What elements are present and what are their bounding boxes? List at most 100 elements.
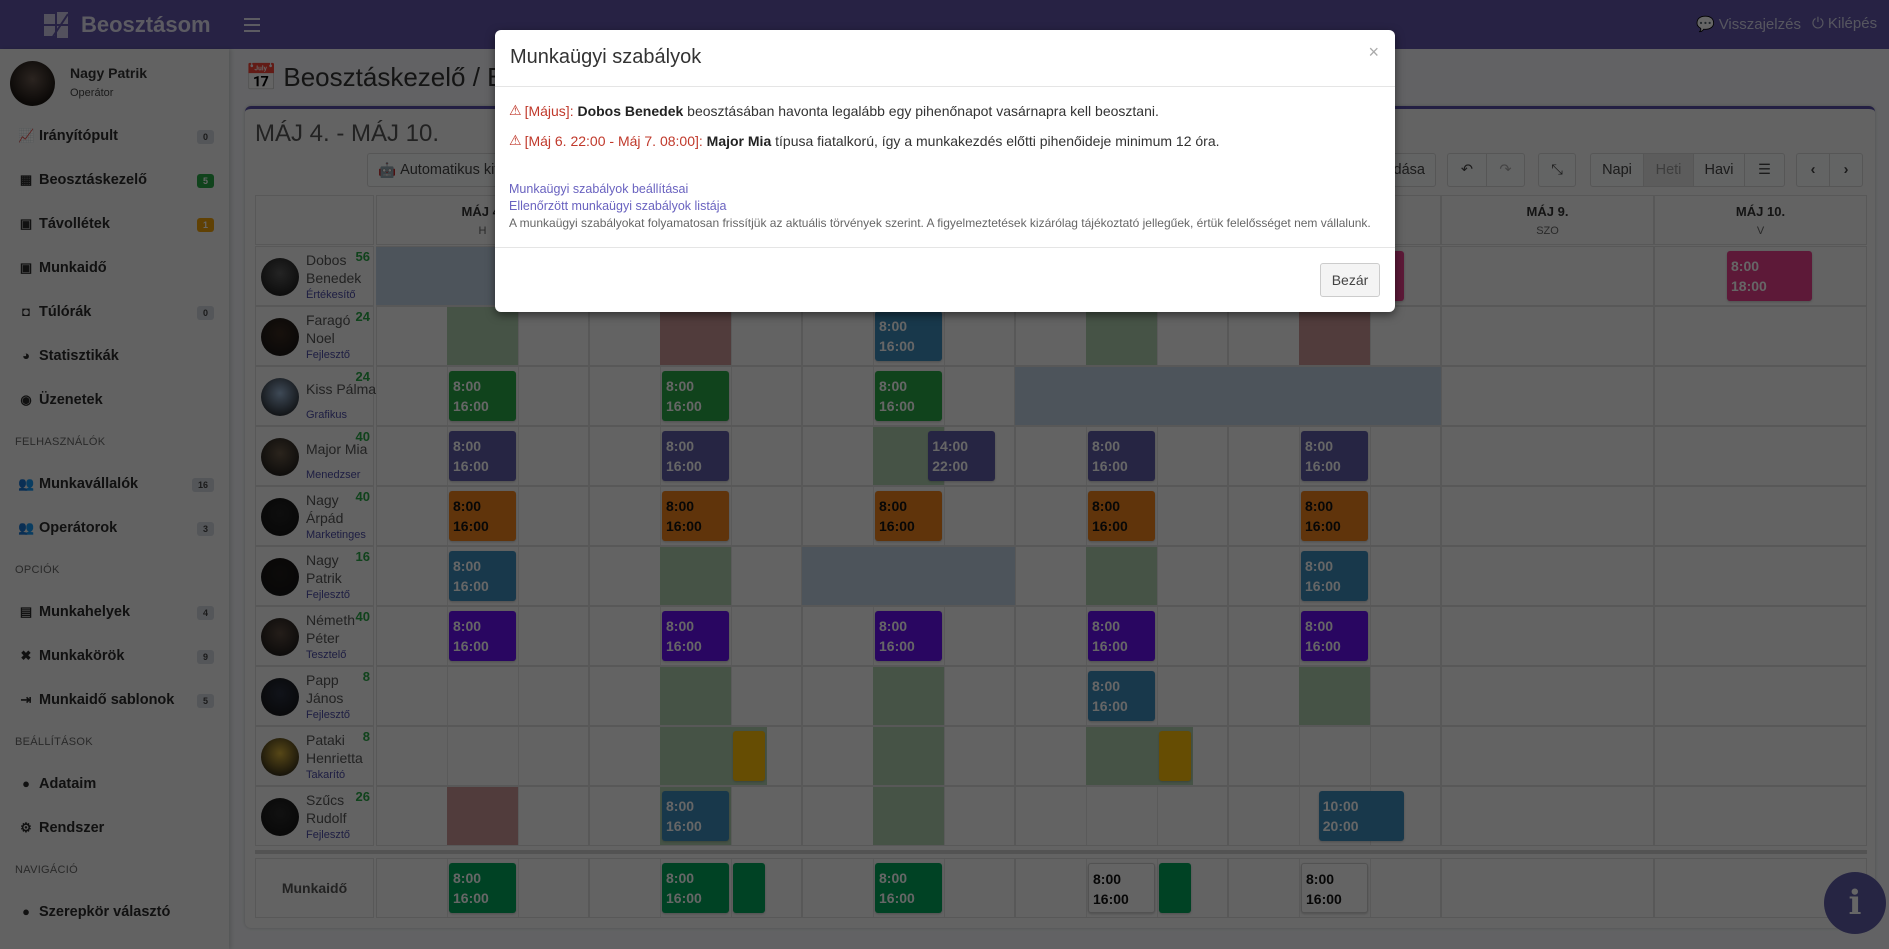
next-week-button[interactable]: › bbox=[1829, 153, 1863, 187]
shift-block[interactable]: 8:00 16:00 bbox=[875, 863, 942, 913]
user-panel[interactable]: Nagy Patrik Operátor bbox=[10, 61, 147, 106]
employee-cell[interactable]: Major Mia 40 Menedzser bbox=[255, 426, 374, 486]
shift-block[interactable]: 8:00 16:00 bbox=[662, 491, 729, 541]
view-daily-button[interactable]: Napi bbox=[1590, 153, 1644, 187]
day-cell[interactable] bbox=[1441, 546, 1654, 606]
shift-block[interactable]: 10:00 20:00 bbox=[1318, 791, 1404, 841]
employee-cell[interactable]: Szűcs Rudolf 26 Fejlesztő bbox=[255, 786, 374, 846]
day-cell[interactable] bbox=[1654, 546, 1867, 606]
view-weekly-button[interactable]: Heti bbox=[1643, 153, 1694, 187]
shift-block[interactable] bbox=[1159, 863, 1191, 913]
shift-block[interactable] bbox=[1159, 731, 1191, 781]
shift-block[interactable]: 8:00 16:00 bbox=[1088, 611, 1155, 661]
sidebar-item-operatorok[interactable]: 👥 Operátorok 3 bbox=[0, 506, 229, 550]
sidebar-item-munkahelyek[interactable]: ▤ Munkahelyek 4 bbox=[0, 590, 229, 634]
shift-block[interactable]: 14:00 22:00 bbox=[928, 431, 996, 481]
shift-block[interactable] bbox=[733, 731, 765, 781]
employee-cell[interactable]: Nagy Patrik 16 Fejlesztő bbox=[255, 546, 374, 606]
employee-cell[interactable]: Pataki Henrietta 8 Takarító bbox=[255, 726, 374, 786]
compress-button[interactable]: ⤡ bbox=[1538, 153, 1576, 187]
sidebar-item-munkavallalok[interactable]: 👥 Munkavállalók 16 bbox=[0, 462, 229, 506]
shift-block[interactable]: 8:00 16:00 bbox=[449, 863, 516, 913]
shift-block[interactable]: 8:00 16:00 bbox=[662, 863, 729, 913]
day-cell[interactable] bbox=[1441, 606, 1654, 666]
shift-block[interactable]: 8:00 16:00 bbox=[449, 611, 516, 661]
day-cell[interactable] bbox=[1441, 306, 1654, 366]
feedback-link[interactable]: 💬 Visszajelzés bbox=[1696, 15, 1801, 34]
day-cell[interactable] bbox=[1441, 858, 1654, 918]
employee-cell[interactable]: Kiss Pálma 24 Grafikus bbox=[255, 366, 376, 426]
close-button[interactable]: Bezár bbox=[1320, 263, 1380, 297]
info-button[interactable]: i bbox=[1824, 872, 1886, 934]
employee-cell[interactable]: Németh Péter 40 Tesztelő bbox=[255, 606, 374, 666]
shift-block[interactable]: 8:00 16:00 bbox=[1301, 491, 1368, 541]
shift-block[interactable]: 8:00 16:00 bbox=[875, 311, 942, 361]
shift-block[interactable]: 8:00 16:00 bbox=[1088, 671, 1155, 721]
sidebar-item-iranyitopult[interactable]: 📈 Irányítópult 0 bbox=[0, 114, 229, 158]
sidebar-item-tavolletek[interactable]: ▣ Távollétek 1 bbox=[0, 202, 229, 246]
shift-block[interactable]: 8:00 16:00 bbox=[1301, 551, 1368, 601]
employee-cell[interactable]: Papp János 8 Fejlesztő bbox=[255, 666, 374, 726]
shift-block[interactable]: 8:00 16:00 bbox=[1088, 863, 1155, 913]
day-cell[interactable] bbox=[1654, 486, 1867, 546]
day-cell[interactable] bbox=[1654, 606, 1867, 666]
sidebar-item-rendszer[interactable]: ⚙ Rendszer bbox=[0, 806, 229, 850]
shift-block[interactable]: 8:00 16:00 bbox=[875, 611, 942, 661]
sidebar-item-munkakorok[interactable]: ✖ Munkakörök 9 bbox=[0, 634, 229, 678]
day-cell[interactable] bbox=[1441, 786, 1654, 846]
shift-block[interactable]: 8:00 16:00 bbox=[875, 371, 942, 421]
employee-cell[interactable]: Faragó Noel 24 Fejlesztő bbox=[255, 306, 374, 366]
employee-cell[interactable]: Dobos Benedek 56 Értékesítő bbox=[255, 246, 374, 306]
day-cell[interactable] bbox=[1654, 666, 1867, 726]
shift-block[interactable]: 8:00 16:00 bbox=[1088, 431, 1155, 481]
sidebar-item-adataim[interactable]: ● Adataim bbox=[0, 762, 229, 806]
shift-block[interactable]: 8:00 16:00 bbox=[662, 791, 729, 841]
checked-rules-link[interactable]: Ellenőrzött munkaügyi szabályok listája bbox=[509, 199, 727, 213]
shift-block[interactable]: 8:00 18:00 bbox=[1727, 251, 1812, 301]
day-cell[interactable] bbox=[1015, 786, 1228, 846]
prev-week-button[interactable]: ‹ bbox=[1796, 153, 1830, 187]
day-cell[interactable] bbox=[1228, 726, 1441, 786]
sidebar-item-beosztaskezelo[interactable]: ▦ Beosztáskezelő 5 bbox=[0, 158, 229, 202]
redo-button[interactable]: ↷ bbox=[1486, 153, 1525, 187]
shift-block[interactable]: 8:00 16:00 bbox=[662, 611, 729, 661]
day-cell[interactable] bbox=[1654, 726, 1867, 786]
shift-block[interactable]: 8:00 16:00 bbox=[449, 551, 516, 601]
view-settings-button[interactable]: ☰ bbox=[1744, 153, 1785, 187]
menu-toggle-icon[interactable] bbox=[244, 14, 260, 34]
day-cell[interactable] bbox=[1441, 486, 1654, 546]
day-cell[interactable] bbox=[376, 666, 589, 726]
logout-link[interactable]: ⏻ Kilépés bbox=[1812, 15, 1877, 32]
employee-cell[interactable]: Nagy Árpád 40 Marketinges bbox=[255, 486, 374, 546]
sidebar-item-munkaido-sablonok[interactable]: ⇥ Munkaidő sablonok 5 bbox=[0, 678, 229, 722]
sidebar-item-szerepkor-valaszto[interactable]: ● Szerepkör választó bbox=[0, 890, 229, 934]
day-cell[interactable] bbox=[1441, 726, 1654, 786]
sidebar-item-munkaido[interactable]: ▣ Munkaidő bbox=[0, 246, 229, 290]
day-cell[interactable] bbox=[376, 726, 589, 786]
shift-block[interactable]: 8:00 16:00 bbox=[1301, 431, 1368, 481]
shift-block[interactable]: 8:00 16:00 bbox=[449, 491, 516, 541]
shift-block[interactable]: 8:00 16:00 bbox=[449, 431, 516, 481]
rules-settings-link[interactable]: Munkaügyi szabályok beállításai bbox=[509, 182, 689, 196]
sidebar-item-uzenetek[interactable]: ◉ Üzenetek bbox=[0, 378, 229, 422]
close-icon[interactable]: × bbox=[1368, 42, 1379, 62]
day-cell[interactable] bbox=[1654, 306, 1867, 366]
day-cell[interactable] bbox=[1441, 246, 1654, 306]
shift-block[interactable]: 8:00 16:00 bbox=[1301, 863, 1368, 913]
day-cell[interactable] bbox=[1654, 426, 1867, 486]
day-cell[interactable] bbox=[1654, 786, 1867, 846]
sidebar-item-statisztikak[interactable]: ◕ Statisztikák bbox=[0, 334, 229, 378]
shift-block[interactable] bbox=[733, 863, 765, 913]
day-cell[interactable] bbox=[1441, 366, 1654, 426]
view-monthly-button[interactable]: Havi bbox=[1693, 153, 1745, 187]
shift-block[interactable]: 8:00 16:00 bbox=[1301, 611, 1368, 661]
day-cell[interactable] bbox=[1441, 666, 1654, 726]
shift-block[interactable]: 8:00 16:00 bbox=[662, 371, 729, 421]
shift-block[interactable]: 8:00 16:00 bbox=[662, 431, 729, 481]
shift-block[interactable]: 8:00 16:00 bbox=[449, 371, 516, 421]
undo-button[interactable]: ↶ bbox=[1447, 153, 1487, 187]
shift-block[interactable]: 8:00 16:00 bbox=[875, 491, 942, 541]
sidebar-item-tulorak[interactable]: ◘ Túlórák 0 bbox=[0, 290, 229, 334]
day-cell[interactable] bbox=[1441, 426, 1654, 486]
day-cell[interactable] bbox=[1654, 366, 1867, 426]
